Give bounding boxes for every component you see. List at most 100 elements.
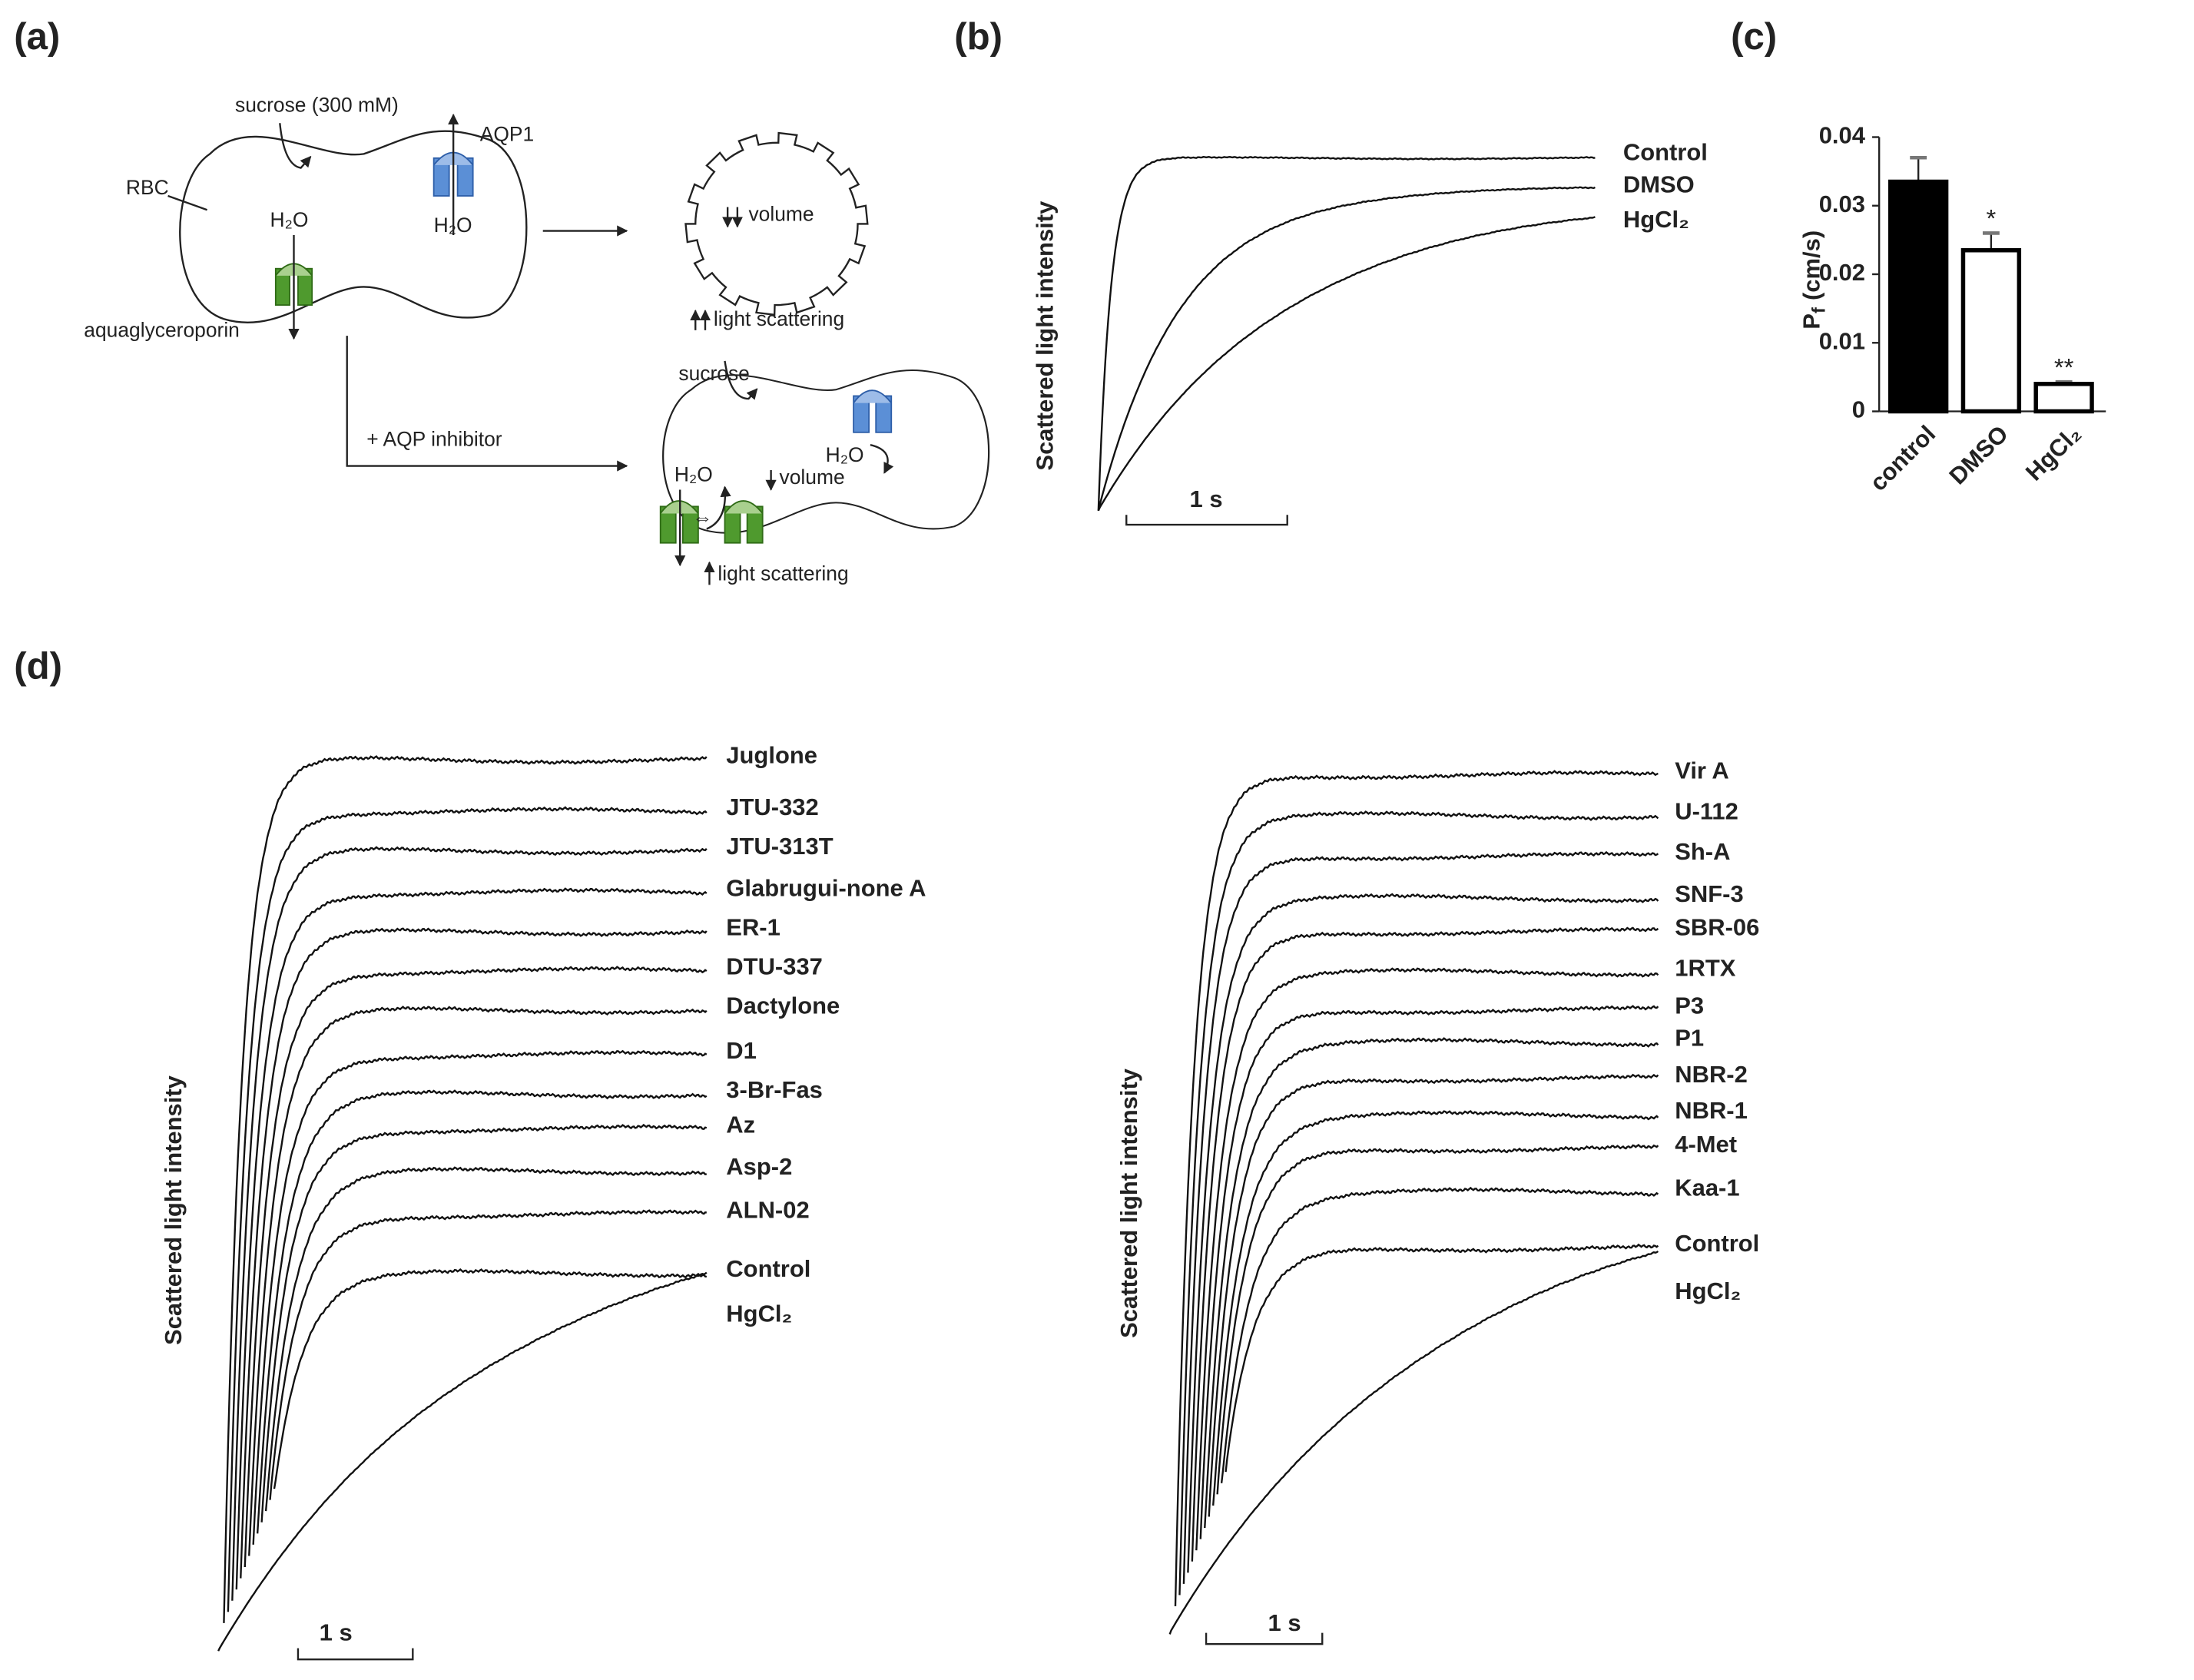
trace-label: SNF-3 bbox=[1675, 880, 1743, 907]
label: volume bbox=[780, 466, 845, 489]
x-tick-label: DMSO bbox=[1944, 420, 2013, 489]
y-tick-label: 0.01 bbox=[1819, 327, 1865, 354]
trace-label: Glabrugui-none A bbox=[726, 875, 926, 902]
label: light scattering bbox=[718, 562, 848, 585]
trace bbox=[240, 927, 708, 1579]
trace bbox=[248, 1006, 708, 1556]
trace-label: JTU-332 bbox=[726, 794, 818, 820]
trace bbox=[1225, 1243, 1659, 1473]
pointer bbox=[167, 194, 207, 211]
label: RBC bbox=[126, 176, 169, 199]
trace bbox=[260, 1123, 708, 1523]
y-axis-label-sub: f bbox=[1810, 307, 1830, 313]
trace-label: SBR-06 bbox=[1675, 914, 1759, 941]
y-axis-label: Pf (cm/s) bbox=[1798, 230, 1830, 330]
cell bbox=[179, 130, 528, 324]
trace-label: Juglone bbox=[726, 742, 817, 769]
significance: ** bbox=[2054, 353, 2074, 381]
scale-bar bbox=[1205, 1632, 1324, 1645]
trace bbox=[273, 1268, 708, 1489]
trace bbox=[252, 1049, 708, 1545]
trace bbox=[235, 887, 708, 1590]
y-axis-label: Scattered light intensity bbox=[160, 1075, 187, 1345]
trace bbox=[1168, 1250, 1659, 1635]
scale-bar-label: 1 s bbox=[1190, 485, 1223, 512]
label: ⇔ bbox=[692, 506, 712, 529]
trace-label: Sh-A bbox=[1675, 838, 1730, 865]
trace bbox=[1220, 1186, 1659, 1483]
trace bbox=[1208, 1073, 1659, 1517]
scale-bar-label: 1 s bbox=[1268, 1609, 1301, 1636]
significance: * bbox=[1987, 204, 1997, 233]
label: H₂O bbox=[826, 443, 864, 466]
trace bbox=[1097, 216, 1596, 512]
x-tick-label: control bbox=[1864, 420, 1940, 496]
y-tick-label: 0.02 bbox=[1819, 259, 1865, 286]
trace-label: Control bbox=[1623, 139, 1708, 166]
trace bbox=[1097, 155, 1596, 511]
trace-label: 4-Met bbox=[1675, 1131, 1737, 1158]
trace-label: Az bbox=[726, 1111, 755, 1138]
panel-label: (a) bbox=[14, 15, 60, 58]
label: H₂O bbox=[674, 462, 713, 485]
trace-label: Vir A bbox=[1675, 757, 1729, 784]
panel-label: (b) bbox=[954, 15, 1003, 58]
trace-label: 3-Br-Fas bbox=[726, 1076, 823, 1103]
trace bbox=[1182, 850, 1659, 1584]
label: H₂O bbox=[270, 208, 309, 231]
trace-label: HgCl₂ bbox=[1623, 206, 1689, 233]
y-axis-label: Scattered light intensity bbox=[1032, 200, 1059, 471]
trace bbox=[1097, 186, 1596, 512]
y-tick-label: 0 bbox=[1852, 396, 1865, 423]
trace bbox=[1187, 893, 1659, 1573]
trace-label: D1 bbox=[726, 1037, 757, 1064]
trace-label: P1 bbox=[1675, 1025, 1704, 1052]
trace-label: DTU-337 bbox=[726, 953, 823, 980]
trace bbox=[1211, 1110, 1659, 1506]
trace bbox=[1195, 967, 1659, 1551]
bar bbox=[2033, 382, 2094, 414]
trace-label: JTU-313T bbox=[726, 833, 833, 860]
trace-label: Control bbox=[726, 1255, 810, 1282]
trace bbox=[231, 846, 708, 1601]
trace bbox=[1204, 1037, 1659, 1529]
scale-bar bbox=[297, 1648, 414, 1661]
label: sucrose (300 mM) bbox=[235, 93, 399, 116]
trace-label: HgCl₂ bbox=[726, 1300, 792, 1327]
label: volume bbox=[748, 202, 814, 225]
label: sucrose bbox=[678, 362, 749, 385]
trace-label: NBR-2 bbox=[1675, 1061, 1748, 1088]
label: aquaglyceroporin bbox=[84, 319, 240, 342]
y-tick-label: 0.04 bbox=[1819, 122, 1866, 149]
bar bbox=[1960, 248, 2022, 414]
panel-label: (c) bbox=[1731, 15, 1777, 58]
shrunken-cell bbox=[684, 131, 869, 316]
trace-label: Kaa-1 bbox=[1675, 1174, 1739, 1201]
aquaglyceroporin-channel bbox=[724, 500, 764, 515]
trace-label: 1RTX bbox=[1675, 954, 1735, 981]
trace bbox=[1174, 770, 1659, 1607]
trace bbox=[223, 755, 708, 1623]
trace-label: NBR-1 bbox=[1675, 1097, 1748, 1124]
trace-label: HgCl₂ bbox=[1675, 1277, 1741, 1304]
trace-label: U-112 bbox=[1675, 797, 1738, 824]
label: AQP1 bbox=[480, 123, 534, 146]
trace bbox=[1199, 1005, 1659, 1539]
trace-label: ER-1 bbox=[726, 914, 780, 941]
trace bbox=[256, 1089, 708, 1534]
bar bbox=[1888, 179, 1949, 414]
trace-label: Dactylone bbox=[726, 992, 840, 1019]
arrow bbox=[870, 444, 894, 474]
panel-label: (d) bbox=[14, 645, 62, 688]
trace-label: Asp-2 bbox=[726, 1153, 792, 1180]
trace bbox=[227, 806, 708, 1612]
trace bbox=[217, 1271, 708, 1652]
label: H₂O bbox=[434, 214, 472, 237]
trace bbox=[264, 1166, 708, 1512]
diagram: sucrose (300 mM) AQP1 RBC H₂O H₂O aquagl… bbox=[84, 93, 990, 585]
y-axis-label-unit: (cm/s) bbox=[1798, 230, 1825, 300]
aqp1-channel bbox=[853, 389, 892, 404]
trace-label: ALN-02 bbox=[726, 1197, 809, 1224]
trace-label: DMSO bbox=[1623, 171, 1695, 197]
